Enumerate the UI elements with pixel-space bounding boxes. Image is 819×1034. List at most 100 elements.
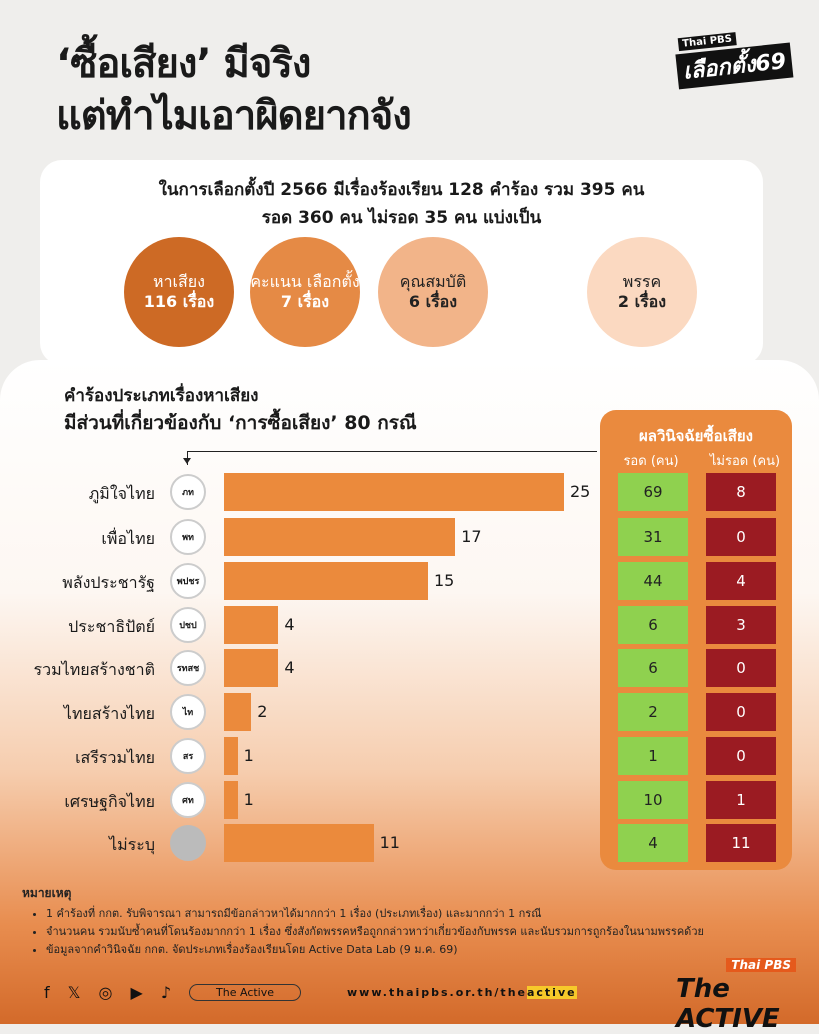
category-count: 7 เรื่อง [280, 292, 330, 311]
party-name: ประชาธิปัตย์ [68, 617, 155, 636]
note-item: 1 คำร้องที่ กกต. รับพิจารณา สามารถมีข้อก… [46, 905, 704, 923]
election-logo: Thai PBS เลือกตั้ง69 [673, 22, 802, 93]
verdict-panel: ผลวินิจฉัยซื้อเสียง รอด (คน) ไม่รอด (คน)… [600, 410, 792, 870]
party-row: รวมไทยสร้างชาติ รทสช 4 [0, 648, 600, 688]
party-logo-icon: รทสช [170, 650, 206, 686]
category-label: หาเสียง [153, 272, 205, 291]
section-title: มีส่วนที่เกี่ยวข้องกับ ‘การซื้อเสียง’ 80… [64, 412, 417, 434]
brand-main: The ACTIVE [676, 974, 780, 1034]
party-row: ประชาธิปัตย์ ปชป 4 [0, 605, 600, 645]
survived-cell: 6 [618, 649, 688, 687]
note-item: ข้อมูลจากคำวินิจฉัย กกต. จัดประเภทเรื่อง… [46, 941, 704, 959]
instagram-icon[interactable]: ◎ [98, 983, 113, 1002]
col-survived: รอด (คน) [623, 454, 679, 469]
not-survived-cell: 3 [706, 606, 776, 644]
bar [224, 606, 279, 644]
website-url[interactable]: www.thaipbs.or.th/theactive [347, 986, 577, 999]
party-logo-icon: ภท [170, 474, 206, 510]
tiktok-icon[interactable]: ♪ [160, 983, 172, 1002]
party-row: พลังประชารัฐ พปชร 15 [0, 561, 600, 601]
summary-line-2: รอด 360 คน ไม่รอด 35 คน แบ่งเป็น [261, 208, 542, 228]
bar [224, 473, 564, 511]
bar-value-label: 25 [570, 482, 591, 501]
category-label: พรรค [622, 272, 662, 291]
survived-cell: 6 [618, 606, 688, 644]
note-item: จำนวนคน รวมนับซ้ำคนที่โดนร้องมากกว่า 1 เ… [46, 923, 704, 941]
bar-value-label: 15 [434, 571, 455, 590]
category-count: 2 เรื่อง [617, 292, 667, 311]
category-circle: คะแนน เลือกตั้ง 7 เรื่อง [250, 237, 360, 347]
not-survived-cell: 8 [706, 473, 776, 511]
party-name: เสรีรวมไทย [75, 748, 155, 767]
bar-value-label: 11 [379, 833, 400, 852]
summary-line-1: ในการเลือกตั้งปี 2566 มีเรื่องร้องเรียน … [158, 180, 645, 200]
x-icon[interactable]: 𝕏 [67, 983, 81, 1002]
bar [224, 649, 279, 687]
category-count: 6 เรื่อง [408, 292, 458, 311]
party-logo-icon: สร [170, 738, 206, 774]
category-circle: หาเสียง 116 เรื่อง [124, 237, 234, 347]
party-row: ไทยสร้างไทย ไท 2 [0, 692, 600, 732]
the-active-tag[interactable]: The Active [189, 984, 302, 1001]
party-name: ไม่ระบุ [109, 835, 155, 854]
party-row: เพื่อไทย พท 17 [0, 517, 600, 557]
survived-cell: 2 [618, 693, 688, 731]
not-survived-cell: 0 [706, 693, 776, 731]
bar-value-label: 4 [284, 658, 295, 677]
party-logo-icon: ปชป [170, 607, 206, 643]
col-not-survived: ไม่รอด (คน) [709, 454, 781, 469]
bar [224, 781, 238, 819]
party-logo-icon: พท [170, 519, 206, 555]
facebook-icon[interactable]: f [44, 983, 50, 1002]
survived-cell: 10 [618, 781, 688, 819]
party-name: ไทยสร้างไทย [63, 704, 155, 723]
footer: f 𝕏 ◎ ▶ ♪ The Active www.thaipbs.or.th/t… [44, 983, 577, 1002]
bar-value-label: 1 [243, 790, 254, 809]
party-logo-icon: ศท [170, 782, 206, 818]
bar [224, 737, 238, 775]
party-name: รวมไทยสร้างชาติ [33, 660, 155, 679]
party-name: ภูมิใจไทย [88, 484, 155, 503]
url-highlight: active [526, 986, 577, 999]
category-label: คะแนน เลือกตั้ง [250, 272, 360, 291]
not-survived-cell: 0 [706, 649, 776, 687]
party-row: เศรษฐกิจไทย ศท 1 [0, 780, 600, 820]
youtube-icon[interactable]: ▶ [130, 983, 143, 1002]
category-count: 116 เรื่อง [143, 292, 215, 311]
url-part: www.thaipbs.or.th/the [347, 986, 527, 999]
bar-value-label: 4 [284, 615, 295, 634]
bar [224, 824, 374, 862]
not-survived-cell: 0 [706, 737, 776, 775]
page-title: ‘ซื้อเสียง’ มีจริง แต่ทำไมเอาผิดยากจัง [56, 38, 412, 142]
title-line-1: ‘ซื้อเสียง’ มีจริง [56, 41, 311, 87]
bar [224, 562, 428, 600]
category-circle: คุณสมบัติ 6 เรื่อง [378, 237, 488, 347]
survived-cell: 31 [618, 518, 688, 556]
party-row: ภูมิใจไทย ภท 25 [0, 472, 600, 512]
notes-heading: หมายเหตุ [22, 886, 72, 900]
panel-title: ผลวินิจฉัยซื้อเสียง [638, 427, 754, 445]
party-name: พลังประชารัฐ [62, 573, 155, 592]
party-logo-icon [170, 825, 206, 861]
survived-cell: 44 [618, 562, 688, 600]
not-survived-cell: 11 [706, 824, 776, 862]
not-survived-cell: 0 [706, 518, 776, 556]
section-subtitle: คำร้องประเภทเรื่องหาเสียง [64, 386, 259, 406]
party-row: ไม่ระบุ 11 [0, 823, 600, 863]
survived-cell: 4 [618, 824, 688, 862]
bar-value-label: 1 [243, 746, 254, 765]
not-survived-cell: 1 [706, 781, 776, 819]
survived-cell: 69 [618, 473, 688, 511]
party-row: เสรีรวมไทย สร 1 [0, 736, 600, 776]
category-circle: พรรค 2 เรื่อง [587, 237, 697, 347]
party-logo-icon: พปชร [170, 563, 206, 599]
bar [224, 518, 456, 556]
notes: หมายเหตุ 1 คำร้องที่ กกต. รับพิจารณา สาม… [22, 884, 704, 959]
party-logo-icon: ไท [170, 694, 206, 730]
arrow-connector [183, 451, 597, 465]
not-survived-cell: 4 [706, 562, 776, 600]
bar-value-label: 2 [257, 702, 268, 721]
party-name: เศรษฐกิจไทย [64, 792, 155, 811]
the-active-logo: Thai PBS The ACTIVE [676, 958, 796, 1034]
brand-pbs: Thai PBS [726, 958, 796, 972]
